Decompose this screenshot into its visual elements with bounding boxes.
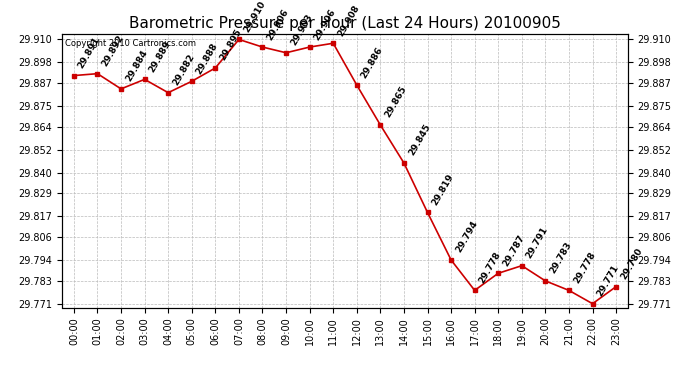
Text: 29.819: 29.819 [431, 172, 455, 207]
Text: 29.794: 29.794 [454, 219, 480, 254]
Text: 29.895: 29.895 [218, 28, 244, 62]
Text: 29.906: 29.906 [265, 7, 290, 42]
Text: 29.845: 29.845 [406, 123, 432, 158]
Text: 29.778: 29.778 [477, 250, 503, 285]
Text: 29.888: 29.888 [195, 41, 219, 76]
Text: 29.886: 29.886 [359, 45, 385, 80]
Text: 29.791: 29.791 [524, 225, 550, 260]
Text: 29.892: 29.892 [100, 33, 126, 68]
Text: 29.780: 29.780 [619, 246, 644, 281]
Text: 29.906: 29.906 [313, 7, 337, 42]
Text: 29.891: 29.891 [77, 35, 102, 70]
Text: 29.903: 29.903 [289, 13, 314, 47]
Text: 29.908: 29.908 [336, 3, 361, 38]
Text: 29.882: 29.882 [171, 53, 196, 87]
Text: 29.889: 29.889 [148, 39, 172, 74]
Text: 29.787: 29.787 [501, 233, 526, 268]
Text: 29.865: 29.865 [383, 85, 408, 120]
Title: Barometric Pressure per Hour (Last 24 Hours) 20100905: Barometric Pressure per Hour (Last 24 Ho… [129, 16, 561, 31]
Text: 29.771: 29.771 [595, 263, 620, 298]
Text: 29.910: 29.910 [241, 0, 267, 34]
Text: Copyright 2010 Cartronics.com: Copyright 2010 Cartronics.com [65, 39, 196, 48]
Text: 29.778: 29.778 [572, 250, 597, 285]
Text: 29.884: 29.884 [124, 49, 149, 83]
Text: 29.783: 29.783 [548, 241, 573, 275]
